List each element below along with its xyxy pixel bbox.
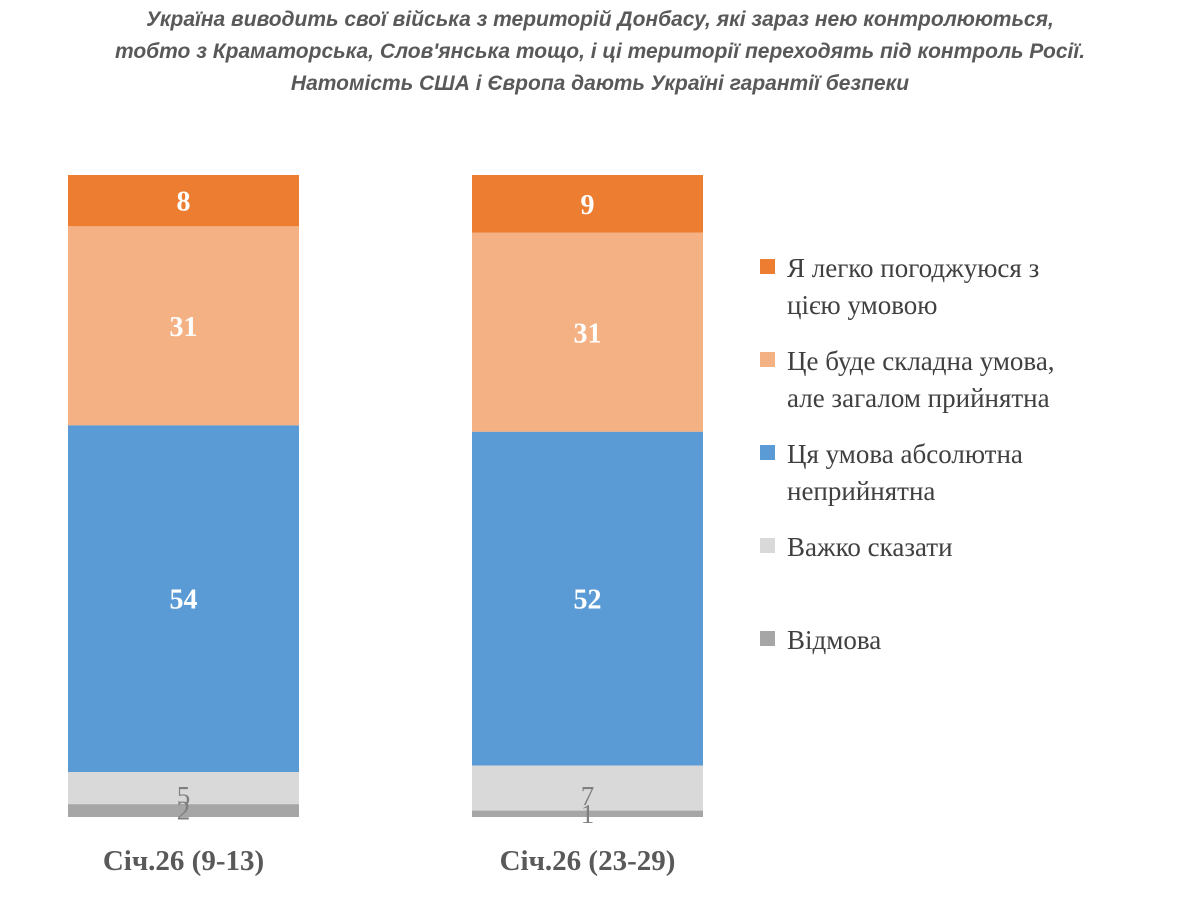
data-label-2-2: 31 [574,318,602,349]
legend-label-2: Це буде складна умова, але загалом прийня… [787,343,1167,417]
chart-title-line-2: тобто з Краматорська, Слов'янська тощо, … [114,40,1086,63]
chart-title: Україна виводить свої війська з територі… [0,4,1200,100]
chart-title-line-1: Україна виводить свої війська з територі… [146,8,1054,31]
legend-label-3: Ця умова абсолютна неприйнятна [787,436,1167,510]
legend-label-2-line-2: але загалом прийнятна [787,383,1050,413]
data-label-1-5: 2 [177,796,191,826]
bar-segment-1-5 [68,804,299,817]
legend-label-4: Важко сказати [787,529,1167,566]
legend-label-1: Я легко погоджуюся з цією умовою [787,250,1167,324]
data-label-2-5: 1 [581,799,595,829]
data-label-2-1: 9 [581,190,595,221]
bar-segment-1-1 [68,175,299,227]
legend-swatch-5 [760,631,775,646]
legend-label-4-line-1: Важко сказати [787,532,953,562]
legend-label-2-line-1: Це буде складна умова, [787,346,1055,376]
data-label-1-4: 5 [177,781,191,811]
legend-swatch-2 [760,352,775,367]
legend-swatch-3 [760,445,775,460]
data-label-1-1: 8 [177,187,191,218]
chart-title-line-3: Натомість США і Європа дають Україні гар… [290,72,910,95]
legend-label-3-line-1: Ця умова абсолютна [787,439,1023,469]
category-label-1: Січ.26 (9-13) [103,845,264,877]
bar-segment-2-5 [472,810,703,817]
data-label-2-4: 7 [581,781,595,811]
legend-swatch-1 [760,259,775,274]
data-label-2-3: 52 [574,585,602,616]
legend-label-5-line-1: Відмова [787,625,882,655]
bar-segment-1-4 [68,772,299,805]
legend-label-1-line-1: Я легко погоджуюся з [787,253,1040,283]
bar-segment-2-2 [472,232,703,432]
bar-segment-2-4 [472,765,703,811]
legend-label-5: Відмова [787,622,1167,659]
bar-segment-2-3 [472,431,703,766]
bar-segment-1-2 [68,226,299,426]
bar-segment-2-1 [472,175,703,233]
category-label-2: Січ.26 (23-29) [500,845,676,877]
legend-label-3-line-2: неприйнятна [787,476,936,506]
data-label-1-2: 31 [170,312,198,343]
bar-segment-1-3 [68,425,299,773]
legend-swatch-4 [760,538,775,553]
legend-label-1-line-2: цією умовою [787,290,938,320]
data-label-1-3: 54 [170,585,198,616]
